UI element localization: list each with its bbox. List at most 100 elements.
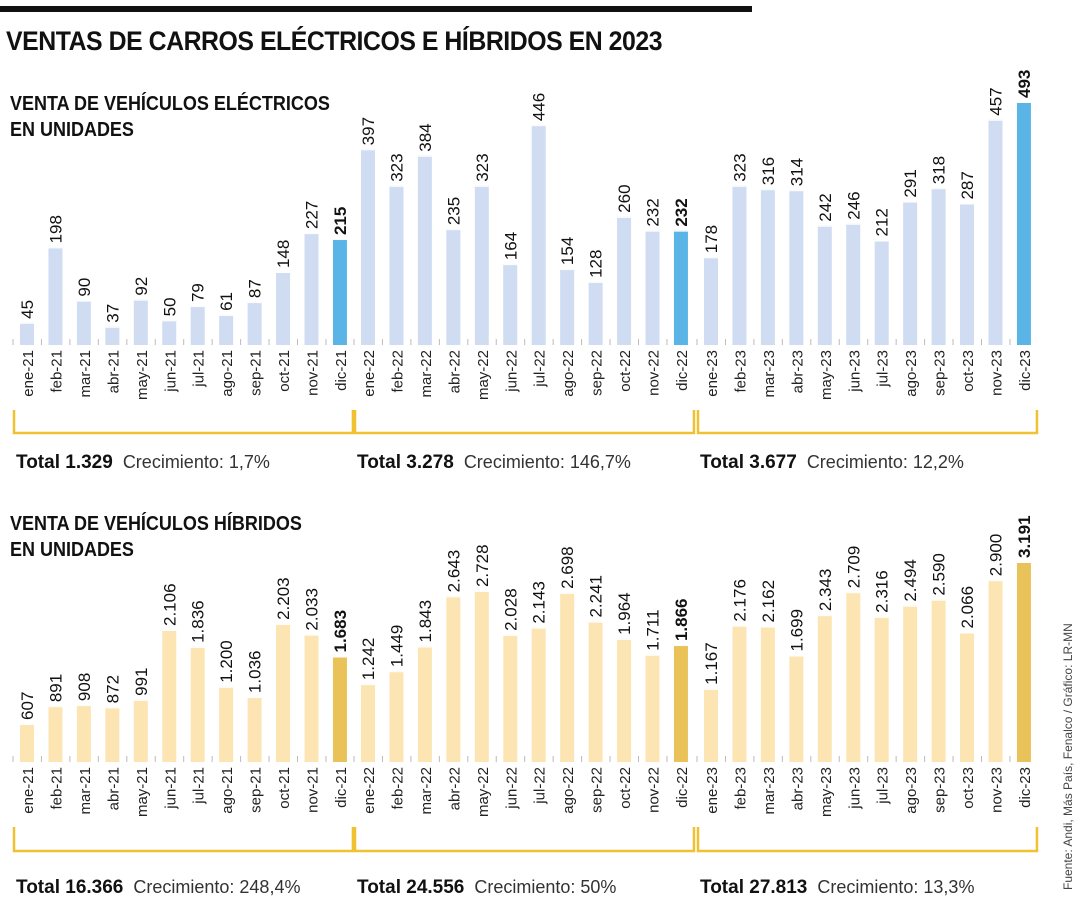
value-label: 314	[787, 158, 806, 186]
bar-sep-21	[247, 302, 262, 345]
value-label: 2.698	[558, 546, 577, 589]
chart-subtitle: EN UNIDADES	[10, 119, 134, 141]
value-label: 1.964	[615, 592, 634, 635]
value-label: 235	[444, 197, 463, 225]
month-label: nov-22	[646, 350, 663, 396]
value-label: 2.162	[759, 580, 778, 623]
growth-label: Crecimiento: 248,4%	[133, 877, 300, 897]
month-label: jun-21	[162, 767, 179, 810]
bar-nov-22	[645, 654, 660, 762]
month-label: jun-23	[846, 350, 863, 393]
bar-ene-21	[20, 723, 34, 762]
value-label: 2.143	[530, 581, 549, 624]
value-label: 1.200	[217, 640, 236, 683]
month-label: mar-21	[77, 767, 94, 815]
value-label: 872	[103, 675, 122, 703]
bar-mar-23	[760, 626, 775, 762]
month-label: mar-22	[418, 767, 435, 815]
value-label: 1.866	[672, 598, 691, 641]
month-label: jul-22	[532, 350, 549, 388]
value-label: 2.709	[844, 546, 863, 589]
value-label: 215	[331, 207, 350, 235]
value-label: 242	[816, 193, 835, 221]
month-label: may-21	[134, 767, 151, 817]
value-label: 493	[1015, 70, 1034, 98]
month-label: nov-23	[989, 350, 1006, 396]
bar-feb-23	[732, 185, 747, 345]
month-label: abr-22	[446, 350, 463, 393]
value-label: 1.167	[702, 642, 721, 685]
value-label: 323	[387, 153, 406, 181]
month-label: jun-22	[503, 767, 520, 810]
bar-nov-23	[988, 119, 1003, 346]
month-label: ago-23	[903, 767, 920, 814]
growth-label: Crecimiento: 1,7%	[123, 452, 270, 472]
bar-abr-23	[789, 655, 804, 762]
month-label: oct-21	[276, 350, 293, 392]
bar-jul-23	[874, 240, 889, 345]
month-label: feb-23	[732, 767, 749, 810]
month-label: feb-21	[48, 350, 65, 393]
value-label: 92	[132, 277, 151, 296]
month-label: mar-23	[761, 350, 778, 398]
month-label: dic-21	[333, 767, 350, 808]
month-label: ene-22	[361, 350, 378, 397]
bar-ene-23	[704, 257, 718, 345]
month-label: ago-22	[560, 350, 577, 397]
value-label: 323	[730, 153, 749, 181]
value-label: 2.343	[816, 569, 835, 612]
month-label: jun-21	[162, 350, 179, 393]
bar-jun-23	[846, 223, 861, 345]
value-label: 50	[160, 297, 179, 316]
month-label: jun-22	[503, 350, 520, 393]
value-label: 2.643	[444, 550, 463, 593]
month-label: ago-21	[219, 350, 236, 397]
month-label: oct-23	[960, 350, 977, 392]
bar-jul-21	[190, 306, 205, 345]
bar-oct-21	[276, 623, 291, 762]
month-label: mar-21	[77, 350, 94, 398]
bar-feb-22	[389, 671, 404, 762]
bar-ago-23	[903, 605, 918, 762]
value-label: 2.203	[274, 577, 293, 620]
source-note: Fuente: Andi, Más País, Fenalco / Gráfic…	[1061, 623, 1075, 890]
growth-label: Crecimiento: 13,3%	[817, 877, 974, 897]
year-bracket	[12, 410, 355, 435]
month-label: jun-23	[846, 767, 863, 810]
total-label: Total 27.813	[700, 877, 807, 898]
bar-dic-22	[673, 230, 688, 345]
month-label: sep-21	[248, 767, 265, 813]
bar-feb-21	[48, 247, 63, 345]
value-label: 212	[873, 208, 892, 236]
bar-jul-22	[531, 125, 546, 346]
bar-may-21	[133, 299, 148, 345]
month-label: dic-23	[1017, 767, 1034, 808]
year-bracket	[696, 410, 1039, 435]
bar-sep-22	[588, 621, 603, 762]
bar-may-22	[474, 591, 489, 762]
month-label: jul-21	[191, 767, 208, 805]
chart-subtitle: VENTA DE VEHÍCULOS ELÉCTRICOS	[10, 92, 330, 115]
month-label: feb-23	[732, 350, 749, 393]
bar-mar-22	[417, 155, 432, 345]
total-label: Total 16.366	[16, 877, 123, 898]
month-label: feb-22	[389, 350, 406, 393]
month-label: may-22	[475, 767, 492, 817]
bar-dic-23	[1016, 102, 1031, 345]
bar-oct-21	[276, 272, 291, 345]
value-label: 1.683	[331, 610, 350, 653]
bar-ago-22	[560, 592, 575, 762]
value-label: 2.066	[958, 586, 977, 629]
month-label: ago-22	[560, 767, 577, 814]
month-label: ene-21	[20, 350, 37, 397]
bar-ago-22	[560, 269, 575, 345]
bar-sep-21	[247, 697, 262, 762]
value-label: 457	[987, 87, 1006, 115]
value-label: 2.033	[303, 588, 322, 631]
value-label: 2.494	[901, 559, 920, 602]
value-label: 991	[132, 668, 151, 696]
value-label: 164	[501, 232, 520, 260]
month-label: may-22	[475, 350, 492, 400]
bar-jun-21	[162, 630, 177, 762]
month-label: abr-22	[446, 767, 463, 810]
